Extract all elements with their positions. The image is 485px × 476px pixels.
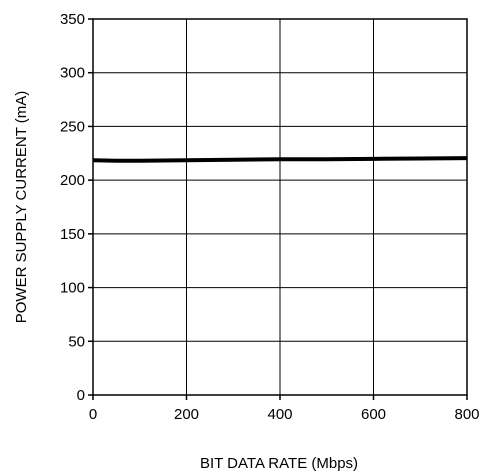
grid <box>93 19 467 395</box>
x-tick-label: 600 <box>361 406 386 423</box>
tick-marks <box>88 18 468 400</box>
y-tick-label: 250 <box>60 118 85 135</box>
y-tick-label: 100 <box>60 280 85 297</box>
x-tick-label: 200 <box>174 406 199 423</box>
y-tick-label: 0 <box>77 387 85 404</box>
x-tick-label: 400 <box>267 406 292 423</box>
y-tick-labels: 0 50 100 150 200 250 300 350 <box>60 11 85 404</box>
y-tick-label: 150 <box>60 226 85 243</box>
x-axis-title: BIT DATA RATE (Mbps) <box>200 455 358 472</box>
y-tick-label: 200 <box>60 172 85 189</box>
x-tick-label: 800 <box>454 406 479 423</box>
y-tick-label: 350 <box>60 11 85 28</box>
data-series <box>92 156 468 163</box>
x-tick-label: 0 <box>89 406 97 423</box>
y-tick-label: 300 <box>60 65 85 82</box>
x-tick-labels: 0 200 400 600 800 <box>89 406 480 423</box>
series-line <box>92 156 468 163</box>
y-tick-label: 50 <box>68 333 85 350</box>
y-axis-title: POWER SUPPLY CURRENT (mA) <box>13 91 30 324</box>
